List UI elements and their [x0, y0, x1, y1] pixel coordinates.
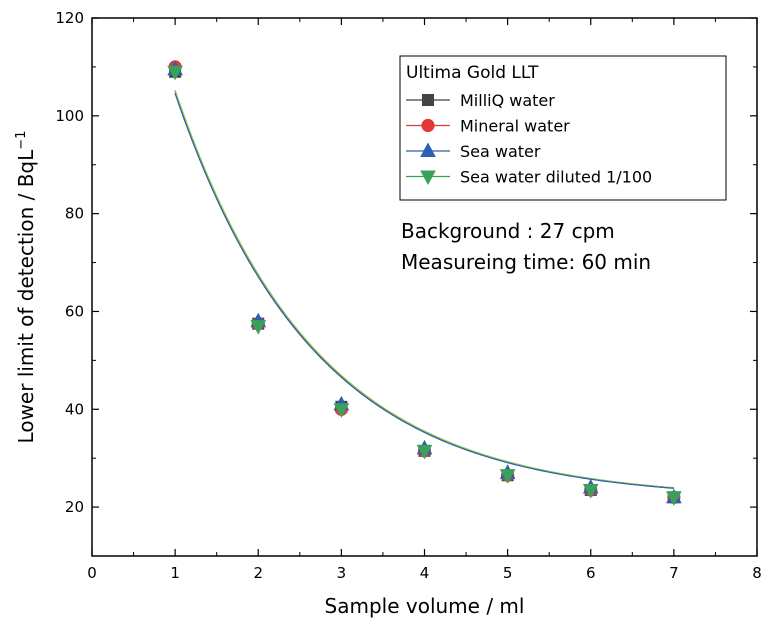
x-axis-title: Sample volume / ml	[325, 594, 525, 618]
fit-curve-3	[174, 89, 674, 489]
axes: 0 1 2 3 4 5 6 7 8 20 40 60 80 100 120 Sample volume / m…	[14, 9, 762, 618]
x-tick-label: 5	[503, 564, 513, 582]
y-tick-label: 100	[55, 107, 84, 125]
legend-marker-3	[420, 142, 436, 157]
point-4-5	[499, 469, 516, 484]
point-4-3	[333, 403, 350, 418]
point-4-7	[666, 491, 682, 506]
x-tick-label: 2	[253, 564, 263, 582]
point-4-6	[582, 483, 599, 499]
annotation-2: Measureing time: 60 min	[401, 250, 651, 274]
y-tick-label: 40	[65, 400, 84, 418]
data-markers	[167, 60, 682, 506]
legend-label-4: Sea water diluted 1/100	[460, 168, 652, 187]
y-tick-label: 60	[65, 302, 84, 320]
x-tick-label: 4	[420, 564, 430, 582]
legend-marker-4	[420, 170, 436, 186]
y-tick-label: 80	[65, 205, 84, 223]
legend-box	[399, 55, 727, 201]
point-4-4	[416, 444, 433, 460]
legend: Ultima Gold LLT MilliQ water Mineral water…	[399, 55, 727, 201]
y-axis-title: Lower limit of detection / BqL−1	[14, 131, 38, 444]
y-tick-label: 120	[55, 9, 84, 27]
legend-label-1: MilliQ water	[460, 91, 555, 110]
legend-marker-1	[422, 94, 434, 106]
legend-marker-2	[421, 118, 435, 133]
legend-label-3: Sea water	[460, 142, 541, 161]
y-tick-label: 20	[65, 498, 84, 516]
x-tick-label: 8	[752, 564, 762, 582]
point-4-2	[250, 320, 267, 335]
x-tick-label: 7	[669, 564, 679, 582]
x-tick-label: 3	[337, 564, 347, 582]
x-tick-label: 0	[87, 564, 97, 582]
annotation-1: Background : 27 cpm	[401, 219, 615, 243]
annotations: Background : 27 cpm Measureing time: 60 m…	[401, 219, 651, 274]
legend-label-2: Mineral water	[460, 117, 570, 136]
point-4-1	[167, 65, 183, 81]
x-tick-label: 1	[170, 564, 180, 582]
x-tick-label: 6	[586, 564, 596, 582]
legend-title: Ultima Gold LLT	[406, 63, 539, 83]
